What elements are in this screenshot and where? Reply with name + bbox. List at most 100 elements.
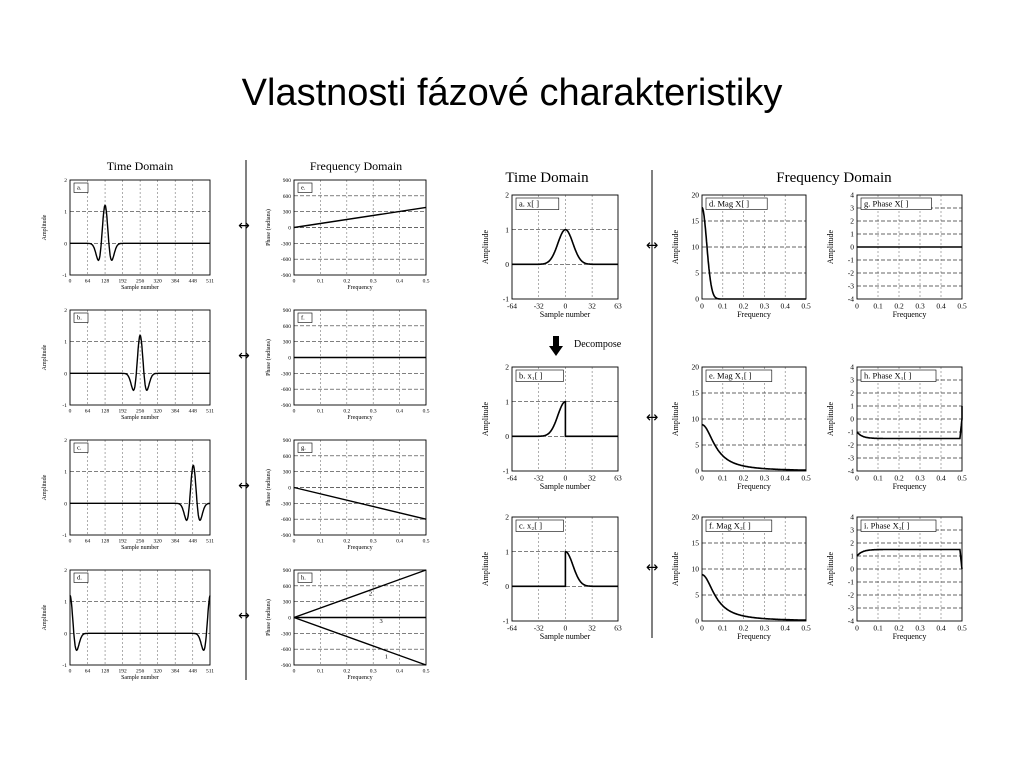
- x-tick-label: 0: [700, 302, 704, 311]
- y-tick-label: 10: [692, 415, 700, 424]
- x-tick-label: 0.4: [936, 624, 946, 633]
- x-tick-label: 0.5: [801, 624, 811, 633]
- left-time-header: Time Domain: [107, 159, 174, 173]
- x-axis-label: Frequency: [737, 310, 771, 319]
- x-tick-label: 0.4: [781, 474, 791, 483]
- x-tick-label: 63: [614, 474, 622, 483]
- y-tick-label: 4: [850, 363, 854, 372]
- y-tick-label: 900: [283, 308, 292, 314]
- x-tick-label: 0.2: [739, 624, 749, 633]
- x-axis-label: Sample number: [540, 482, 591, 491]
- x-tick-label: 0.2: [343, 539, 350, 545]
- y-tick-label: 600: [283, 584, 292, 590]
- panel-label-box: [860, 519, 937, 532]
- x-tick-label: -32: [534, 302, 544, 311]
- left-arrow-4: ↔: [238, 608, 250, 624]
- y-tick-label: -4: [848, 467, 854, 476]
- x-axis-label: Sample number: [121, 415, 159, 421]
- x-tick-label: 0.4: [936, 474, 946, 483]
- plot-R-c: -64 -32 0 32 63 -1 0 1 2 Sample number Amplitude c.…: [482, 513, 622, 641]
- x-tick-label: 0: [564, 474, 568, 483]
- x-tick-label: -64: [507, 302, 517, 311]
- y-tick-label: -600: [281, 647, 291, 653]
- x-axis-label: Sample number: [121, 285, 159, 291]
- plot-frame: [511, 366, 619, 472]
- x-tick-label: 0.5: [957, 302, 967, 311]
- panel-label: d.: [77, 575, 82, 582]
- y-tick-label: -300: [281, 371, 291, 377]
- x-tick-label: 0.5: [801, 474, 811, 483]
- x-tick-label: 0.4: [396, 279, 403, 285]
- plot-L-g: 0 0.1 0.2 0.3 0.4 0.5 -900 -600 -300 0 300 600 900 Fr…: [265, 438, 430, 551]
- y-tick-label: 0: [288, 485, 291, 491]
- x-tick-label: 0: [293, 539, 296, 545]
- x-tick-label: 0: [69, 279, 72, 285]
- x-axis-label: Sample number: [121, 675, 159, 681]
- x-tick-label: 128: [101, 279, 110, 285]
- y-tick-label: 0: [850, 415, 854, 424]
- x-tick-label: 0: [700, 474, 704, 483]
- x-tick-label: 0.5: [957, 624, 967, 633]
- y-tick-label: -2: [848, 591, 854, 600]
- series-line: [701, 206, 806, 300]
- plot-frame: [293, 179, 427, 276]
- right-arrow-3: ↔: [646, 558, 659, 576]
- series-line: [702, 573, 806, 621]
- x-tick-label: 0.1: [317, 279, 324, 285]
- x-tick-label: 511: [206, 539, 214, 545]
- y-axis-label: Phase (radians): [265, 209, 272, 246]
- x-axis-label: Frequency: [347, 285, 372, 291]
- x-tick-label: 0: [855, 302, 859, 311]
- y-tick-label: 300: [283, 340, 292, 346]
- panel-label-box: [705, 369, 773, 382]
- x-tick-label: 384: [171, 409, 180, 415]
- y-tick-label: -1: [848, 256, 854, 265]
- panel-label-box: [297, 442, 313, 453]
- plot-R-h: 0 0.1 0.2 0.3 0.4 0.5 -4 -3 -2 -1 0 1 2 3 4 Frequency Am…: [826, 363, 967, 491]
- x-tick-label: 511: [206, 279, 214, 285]
- panel-label: e.: [301, 185, 306, 192]
- plot-frame: [69, 179, 211, 276]
- y-tick-label: 900: [283, 438, 292, 444]
- y-tick-label: -600: [281, 387, 291, 393]
- plot-frame: [69, 439, 211, 536]
- y-tick-label: 0: [64, 501, 67, 507]
- y-axis-label: Amplitude: [482, 401, 490, 436]
- series-line: [293, 569, 427, 619]
- plot-L-f: 0 0.1 0.2 0.3 0.4 0.5 -900 -600 -300 0 300 600 900 Fr…: [265, 308, 430, 421]
- y-tick-label: 10: [692, 243, 700, 252]
- left-arrow-2: ↔: [238, 348, 250, 364]
- y-tick-label: 10: [692, 565, 700, 574]
- x-tick-label: 0.3: [370, 409, 377, 415]
- x-tick-label: 448: [189, 669, 198, 675]
- y-tick-label: -1: [848, 578, 854, 587]
- plot-frame: [511, 194, 619, 300]
- x-tick-label: 128: [101, 409, 110, 415]
- y-tick-label: 15: [692, 539, 700, 548]
- x-tick-label: 0.2: [894, 624, 904, 633]
- plot-frame: [701, 366, 807, 472]
- y-tick-label: 1: [505, 397, 509, 406]
- y-tick-label: 0: [695, 617, 699, 626]
- y-tick-label: -3: [848, 454, 854, 463]
- x-tick-label: 64: [85, 279, 91, 285]
- y-tick-label: 5: [695, 269, 699, 278]
- y-tick-label: 600: [283, 454, 292, 460]
- x-tick-label: 0: [69, 539, 72, 545]
- x-tick-label: 0.4: [936, 302, 946, 311]
- panel-label-box: [705, 519, 773, 532]
- y-tick-label: -1: [503, 295, 509, 304]
- panel-label-box: [73, 442, 89, 453]
- plot-frame: [511, 516, 619, 622]
- y-axis-label: Amplitude: [482, 229, 490, 264]
- left-figure-svg: Time Domain Frequency Domain ↔ ↔ ↔ ↔ 0 64…: [42, 159, 430, 681]
- plot-R-e: 0 0.1 0.2 0.3 0.4 0.5 0 5 10 15 20 Frequency Amplitu…: [671, 363, 811, 491]
- y-tick-label: 20: [692, 513, 700, 522]
- right-freq-header: Frequency Domain: [776, 170, 892, 186]
- plot-frame: [69, 309, 211, 406]
- x-tick-label: 0.4: [396, 539, 403, 545]
- x-tick-label: 0: [69, 669, 72, 675]
- series-line: [293, 206, 427, 229]
- series-line: [512, 228, 618, 266]
